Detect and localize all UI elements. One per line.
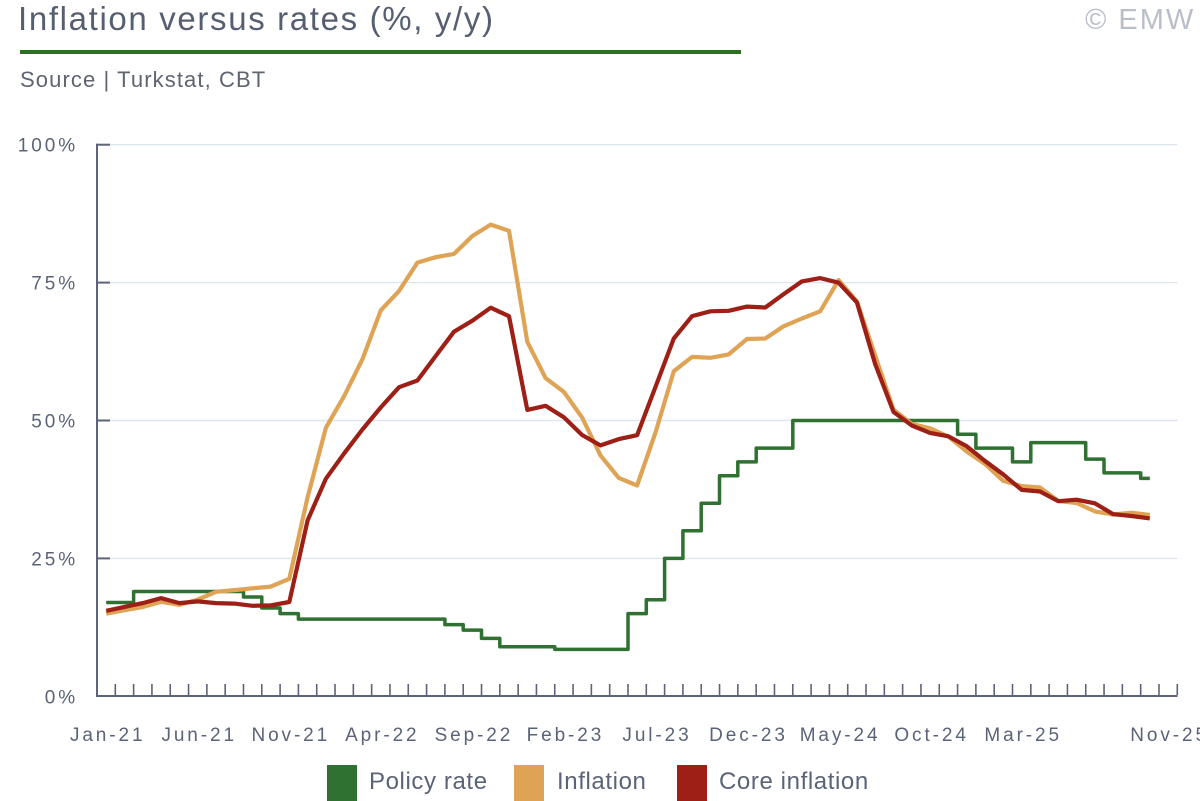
svg-text:Apr-22: Apr-22: [345, 725, 419, 746]
svg-text:May-24: May-24: [800, 725, 881, 746]
svg-text:Jan-21: Jan-21: [70, 725, 146, 746]
svg-text:Dec-23: Dec-23: [709, 725, 788, 746]
svg-text:Nov-25: Nov-25: [1130, 725, 1200, 746]
svg-text:25%: 25%: [31, 549, 78, 570]
svg-text:Sep-22: Sep-22: [435, 725, 514, 746]
svg-text:75%: 75%: [31, 274, 78, 295]
svg-text:0%: 0%: [45, 687, 78, 708]
svg-text:Jul-23: Jul-23: [622, 725, 691, 746]
svg-text:Oct-24: Oct-24: [894, 725, 968, 746]
svg-text:Nov-21: Nov-21: [251, 725, 330, 746]
svg-text:Feb-23: Feb-23: [527, 725, 605, 746]
svg-text:Jun-21: Jun-21: [161, 725, 237, 746]
svg-text:Mar-25: Mar-25: [984, 725, 1062, 746]
svg-text:50%: 50%: [31, 412, 78, 433]
svg-text:100%: 100%: [18, 136, 78, 157]
